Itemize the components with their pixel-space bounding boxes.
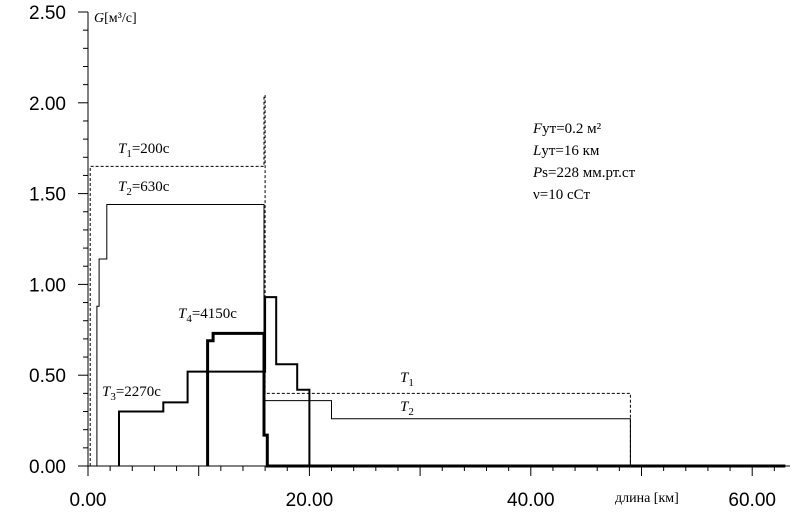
series-t1-line (89, 95, 631, 466)
y-tick-labels: 0.00 0.50 1.00 1.50 2.00 2.50 (29, 3, 66, 478)
parameters-block: Fут=0.2 м² Lут=16 км Ps=228 мм.рт.ст ν=1… (532, 121, 636, 203)
t3-label: T3=2270с (102, 384, 161, 403)
y-tick-label: 0.50 (29, 366, 66, 387)
t2-label: T2=630с (118, 179, 170, 198)
y-tick-label: 1.50 (29, 185, 66, 206)
x-tick-label: 40.00 (507, 490, 555, 511)
t2-right-label: T2 (400, 399, 414, 418)
series-group (89, 95, 786, 468)
x-minor-ticks (87, 466, 775, 476)
y-tick-label: 2.50 (29, 3, 66, 24)
x-tick-label: 60.00 (728, 490, 776, 511)
series-t3-line (118, 296, 311, 466)
y-minor-ticks (78, 11, 88, 467)
t1-label: T1=200с (118, 141, 170, 160)
series-t2-line (96, 204, 631, 466)
param-viscosity: ν=10 сСт (533, 187, 590, 203)
t1-right-label: T1 (400, 370, 414, 389)
t4-label: T4=4150с (178, 306, 237, 325)
series-t4-line (206, 331, 786, 468)
x-tick-label: 20.00 (286, 490, 334, 511)
y-tick-label: 0.00 (29, 457, 66, 478)
param-length: Lут=16 км (532, 143, 600, 159)
x-tick-label: 0.00 (70, 490, 107, 511)
param-area: Fут=0.2 м² (532, 121, 602, 137)
x-tick-labels: 0.00 20.00 40.00 60.00 (70, 490, 776, 511)
y-tick-label: 2.00 (29, 94, 66, 115)
y-axis-label: G[м³/с] (94, 11, 137, 26)
param-pressure: Ps=228 мм.рт.ст (532, 165, 636, 181)
x-axis-label: длина [км] (615, 491, 679, 506)
y-tick-label: 1.00 (29, 275, 66, 296)
